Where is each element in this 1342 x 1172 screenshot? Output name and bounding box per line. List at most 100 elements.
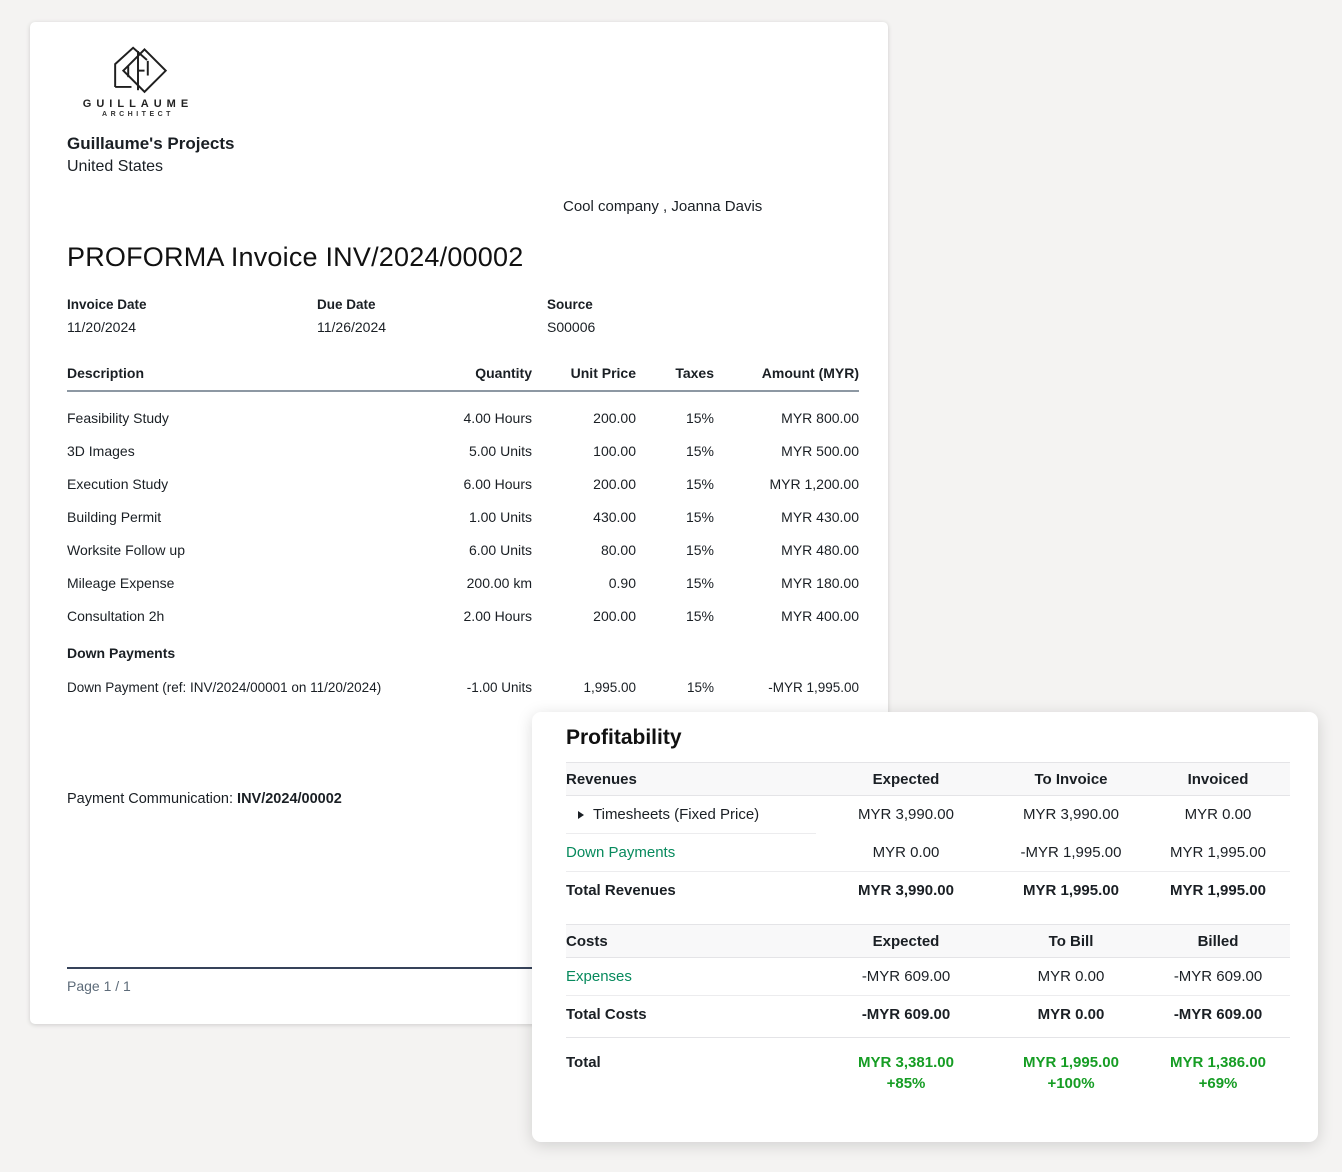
meta-invoice-date-value: 11/20/2024	[67, 319, 137, 335]
architect-house-logo-icon	[114, 46, 168, 94]
cell-unit-price: 1,995.00	[583, 680, 636, 695]
seller-country: United States	[67, 158, 164, 175]
cell-description: Mileage Expense	[67, 575, 175, 591]
costs-col-to-bill: To Bill	[996, 924, 1146, 958]
cell-taxes: 15%	[685, 608, 714, 624]
col-taxes: Taxes	[636, 365, 714, 392]
timesheets-to-invoice: MYR 3,990.00	[1023, 806, 1119, 824]
cell-amount: MYR 180.00	[781, 575, 859, 591]
cell-description: Feasibility Study	[67, 410, 169, 426]
down-payment-row: Down Payment (ref: INV/2024/00001 on 11/…	[67, 671, 859, 703]
seller-name: Guillaume's Projects	[67, 134, 235, 153]
spacer-row	[566, 910, 1290, 925]
cell-amount: -MYR 1,995.00	[768, 680, 859, 695]
total-costs-expected: -MYR 609.00	[861, 1006, 951, 1024]
profitability-panel: Profitability Revenues Expected To Invoi…	[532, 712, 1318, 1142]
cell-quantity: -1.00 Units	[466, 680, 532, 695]
table-row: 3D Images 5.00 Units 100.00 15% MYR 500.…	[67, 434, 859, 467]
cell-unit-price: 430.00	[593, 509, 636, 525]
cell-unit-price: 80.00	[600, 542, 636, 558]
grand-total-pct-to-invoice: +100%	[1047, 1075, 1095, 1092]
meta-source-value: S00006	[547, 319, 596, 335]
down-payments-to-invoice: -MYR 1,995.00	[996, 833, 1146, 872]
cell-taxes: 15%	[685, 476, 714, 492]
table-row: Consultation 2h 2.00 Hours 200.00 15% MY…	[67, 599, 859, 632]
timesheets-expand-toggle[interactable]: Timesheets (Fixed Price)	[566, 806, 759, 823]
down-payments-link[interactable]: Down Payments	[566, 833, 816, 872]
cell-taxes: 15%	[685, 443, 714, 459]
col-description: Description	[67, 365, 397, 392]
cell-quantity: 1.00 Units	[468, 509, 532, 525]
timesheets-row: Timesheets (Fixed Price) MYR 3,990.00 MY…	[566, 795, 1290, 834]
payment-communication-label: Payment Communication:	[67, 791, 234, 807]
cell-unit-price: 200.00	[593, 410, 636, 426]
expenses-to-bill: MYR 0.00	[996, 957, 1146, 996]
total-revenues-row: Total Revenues MYR 3,990.00 MYR 1,995.00…	[566, 872, 1290, 910]
table-row: Mileage Expense 200.00 km 0.90 15% MYR 1…	[67, 566, 859, 599]
table-row: Feasibility Study 4.00 Hours 200.00 15% …	[67, 391, 859, 434]
cell-amount: MYR 800.00	[781, 410, 859, 426]
cell-description: Building Permit	[67, 509, 162, 525]
invoice-title: PROFORMA Invoice INV/2024/00002	[67, 242, 524, 272]
page-number: Page 1 / 1	[67, 978, 131, 994]
meta-due-date-value: 11/26/2024	[317, 319, 387, 335]
cell-unit-price: 200.00	[593, 476, 636, 492]
revenues-header-row: Revenues Expected To Invoice Invoiced	[566, 762, 1290, 796]
cell-taxes: 15%	[686, 680, 714, 695]
cell-taxes: 15%	[685, 575, 714, 591]
cell-description: Worksite Follow up	[67, 542, 186, 558]
col-amount: Amount (MYR)	[714, 365, 859, 392]
cell-amount: MYR 400.00	[781, 608, 859, 624]
table-row: Worksite Follow up 6.00 Units 80.00 15% …	[67, 533, 859, 566]
timesheets-expected: MYR 3,990.00	[858, 806, 954, 824]
invoice-table-header: Description Quantity Unit Price Taxes Am…	[67, 365, 859, 392]
cell-quantity: 2.00 Hours	[463, 608, 532, 624]
cell-description: Consultation 2h	[67, 608, 165, 624]
cell-quantity: 5.00 Units	[468, 443, 532, 459]
timesheets-label[interactable]: Timesheets (Fixed Price)	[593, 806, 760, 824]
costs-col-billed: Billed	[1146, 924, 1290, 958]
seller-block: Guillaume's Projects United States	[67, 134, 859, 176]
cell-amount: MYR 430.00	[781, 509, 859, 525]
costs-col-expected: Expected	[816, 924, 996, 958]
revenues-section-label: Revenues	[566, 762, 816, 796]
total-revenues-to-invoice: MYR 1,995.00	[1023, 882, 1119, 900]
expenses-link[interactable]: Expenses	[566, 957, 816, 996]
profitability-title: Profitability	[566, 726, 682, 749]
grand-total-to-invoice: MYR 1,995.00	[1023, 1054, 1119, 1071]
payment-communication: Payment Communication: INV/2024/00002	[67, 791, 859, 807]
brand-subtitle: ARCHITECT	[102, 111, 174, 118]
col-unit-price: Unit Price	[532, 365, 636, 392]
profitability-table: Revenues Expected To Invoice Invoiced Ti…	[566, 762, 1290, 1105]
cell-unit-price: 0.90	[608, 575, 636, 591]
costs-header-row: Costs Expected To Bill Billed	[566, 924, 1290, 958]
meta-source: Source S00006	[547, 297, 747, 335]
total-revenues-label: Total Revenues	[566, 882, 676, 900]
payment-communication-value: INV/2024/00002	[237, 791, 342, 807]
expenses-billed: -MYR 609.00	[1146, 957, 1290, 996]
grand-total-invoiced: MYR 1,386.00	[1170, 1054, 1266, 1071]
cell-quantity: 4.00 Hours	[463, 410, 532, 426]
cell-amount: MYR 500.00	[781, 443, 859, 459]
customer-name: Cool company , Joanna Davis	[563, 198, 763, 215]
grand-total-expected: MYR 3,381.00	[858, 1054, 954, 1071]
down-payments-section-label: Down Payments	[67, 645, 176, 661]
cell-quantity: 6.00 Hours	[463, 476, 532, 492]
meta-due-date: Due Date 11/26/2024	[317, 297, 547, 335]
cell-unit-price: 100.00	[593, 443, 636, 459]
caret-right-icon[interactable]	[578, 810, 584, 819]
table-row: Execution Study 6.00 Hours 200.00 15% MY…	[67, 467, 859, 500]
section-row: Down Payments	[67, 632, 859, 671]
grand-total-percentages-row: +85% +100% +69%	[566, 1071, 1290, 1105]
costs-section-label: Costs	[566, 924, 816, 958]
footer-divider	[67, 967, 859, 969]
grand-total-label: Total	[566, 1054, 601, 1071]
grand-total-row: Total MYR 3,381.00 MYR 1,995.00 MYR 1,38…	[566, 1038, 1290, 1071]
cell-amount: MYR 1,200.00	[769, 476, 860, 492]
timesheets-invoiced: MYR 0.00	[1184, 806, 1252, 824]
cell-taxes: 15%	[685, 542, 714, 558]
cell-description: Down Payment (ref: INV/2024/00001 on 11/…	[67, 680, 382, 695]
total-costs-label: Total Costs	[566, 1006, 647, 1024]
meta-source-label: Source	[547, 297, 593, 312]
